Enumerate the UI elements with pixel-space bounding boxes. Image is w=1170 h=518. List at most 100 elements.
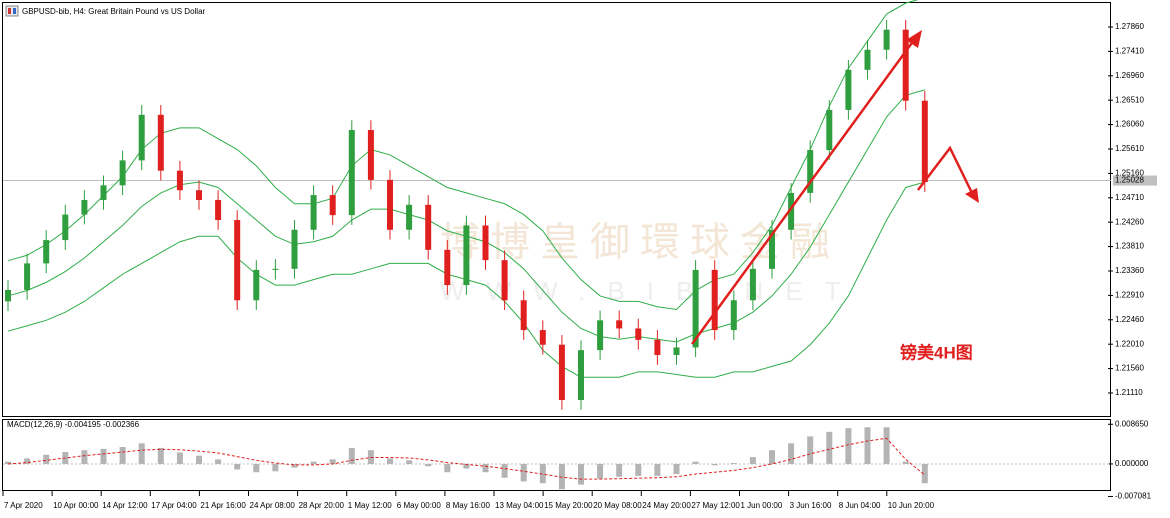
candle-body [711, 269, 718, 331]
main-panel [2, 2, 1111, 417]
macd-bar [558, 463, 565, 490]
candle-body [864, 49, 871, 70]
candle-body [138, 114, 145, 161]
annotation: 镑美4H图 [900, 342, 973, 362]
candle-body [845, 69, 852, 110]
macd-bar [43, 454, 50, 464]
candle-body [196, 190, 202, 200]
macd-bar [406, 460, 413, 464]
arrow-down [917, 145, 974, 194]
macd-bar [539, 463, 546, 484]
x-tick-label: 13 May 04:00 [495, 501, 544, 510]
y-tick-label: 1.26960 [1115, 71, 1144, 80]
candle-body [635, 328, 642, 340]
y-tick-label: 1.24710 [1115, 193, 1144, 202]
macd-bar [864, 427, 871, 464]
x-tick-label: 24 May 20:00 [642, 501, 691, 510]
macd-bar [119, 446, 126, 464]
candle-body [425, 204, 432, 250]
macd-panel [2, 419, 1111, 491]
macd-bar [711, 463, 718, 466]
x-tick-label: 14 Apr 12:00 [102, 501, 148, 510]
macd-bar [176, 452, 183, 464]
macd-bar [769, 450, 775, 464]
candle-body [119, 160, 126, 186]
y-tick-label: 1.22910 [1115, 290, 1144, 299]
x-tick-label: 8 Jun 04:00 [839, 501, 881, 510]
y-tick-label: -0.007081 [1115, 492, 1152, 501]
macd-bar [444, 463, 451, 473]
app-icon [5, 5, 19, 17]
candle-body [291, 229, 298, 269]
candle-body [215, 199, 222, 221]
macd-bar [654, 463, 661, 476]
candle-body [654, 339, 661, 356]
x-tick-label: 15 May 20:00 [544, 501, 593, 510]
watermark: 博博皇御環球金融 [440, 221, 840, 265]
x-tick-label: 20 May 08:00 [593, 501, 642, 510]
candle-body [578, 350, 584, 401]
trend-arrows [690, 30, 979, 345]
y-tick-label: 1.27860 [1115, 22, 1144, 31]
candle-body [826, 109, 833, 151]
candle-body [43, 240, 50, 264]
macd-bar [196, 455, 202, 464]
macd-bar [578, 463, 584, 485]
y-tick-label: 0.008650 [1115, 419, 1149, 428]
y-tick-label: 1.24260 [1115, 217, 1144, 226]
y-tick-label: 1.26060 [1115, 120, 1144, 129]
candle-body [367, 130, 374, 180]
arrow-up [690, 39, 916, 345]
macd-bar [845, 428, 852, 464]
macd-bar [157, 447, 164, 464]
x-tick-label: 10 Jun 20:00 [888, 501, 935, 510]
macd-title: MACD(12,26,9) -0.004195 -0.002366 [7, 420, 140, 429]
y-tick-label: 1.25160 [1115, 168, 1144, 177]
x-tick-label: 1 Jun 00:00 [741, 501, 783, 510]
macd-bar [616, 463, 623, 477]
y-tick-label: 1.27410 [1115, 47, 1144, 56]
macd-bar [597, 463, 604, 479]
candle-body [749, 268, 756, 301]
x-tick-label: 17 Apr 04:00 [151, 501, 197, 510]
x-tick-label: 24 Apr 08:00 [250, 501, 296, 510]
y-tick-label: 1.23360 [1115, 266, 1144, 275]
candle-body [482, 225, 489, 261]
candle-body [348, 130, 355, 216]
macd-bar [100, 448, 107, 464]
macd-bar [291, 463, 298, 468]
arrowhead [906, 30, 922, 48]
x-tick-label: 6 May 00:00 [397, 501, 442, 510]
y-tick-label: 1.22010 [1115, 339, 1144, 348]
candle-body [769, 229, 775, 269]
candle-body [329, 195, 336, 216]
candle-body [788, 192, 795, 230]
current-price-box [1113, 175, 1157, 186]
macd-bar [807, 436, 814, 464]
macd-bar [5, 461, 11, 464]
candle-body [176, 170, 183, 191]
candle-body [539, 330, 546, 345]
y-tick-label: 1.21110 [1115, 388, 1143, 397]
x-tick-label: 7 Apr 2020 [4, 501, 43, 510]
candle-body [406, 204, 413, 230]
candle-body [692, 269, 699, 348]
signal-line [7, 437, 926, 480]
macd-bar [234, 463, 241, 470]
candle-body [62, 214, 69, 241]
macd-bar [253, 463, 260, 473]
macd-bar [329, 459, 336, 464]
macd-bar [635, 463, 642, 476]
y-tick-label: 1.26510 [1115, 95, 1144, 104]
macd-bar [24, 458, 31, 464]
macd-bar [425, 463, 432, 467]
candle-body [921, 100, 928, 183]
candle-body [444, 249, 451, 286]
y-tick-label: 1.22460 [1115, 315, 1144, 324]
macd-bar [482, 463, 489, 473]
macd-bar [348, 447, 355, 464]
x-tick-label: 3 Jun 16:00 [790, 501, 832, 510]
candle-body [463, 225, 470, 286]
